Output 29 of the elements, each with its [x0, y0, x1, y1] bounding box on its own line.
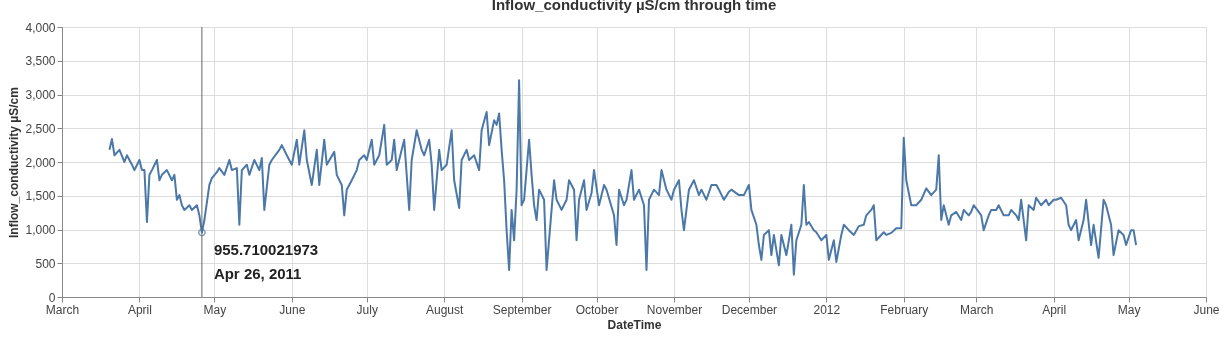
x-tick-label: November — [646, 302, 703, 317]
y-tick-label: 4,000 — [25, 20, 56, 35]
x-tick-label: May — [1117, 302, 1141, 317]
y-tick-label: 0 — [48, 290, 56, 305]
y-tick-label: 3,500 — [25, 54, 56, 69]
y-tick-label: 500 — [35, 256, 56, 271]
x-tick-label: July — [356, 302, 378, 317]
x-axis-title: DateTime — [607, 317, 662, 332]
y-tick-label: 2,000 — [25, 155, 56, 170]
x-tick-label: September — [492, 302, 552, 317]
x-tick-label: April — [127, 302, 152, 317]
y-tick-label: 3,000 — [25, 88, 56, 102]
x-tick-label: March — [960, 302, 994, 317]
y-tick-label: 2,500 — [25, 121, 56, 136]
y-tick-label: 1,000 — [25, 223, 56, 237]
x-tick-label: February — [880, 302, 929, 317]
x-tick-label: August — [425, 302, 465, 317]
y-tick-label: 1,500 — [25, 189, 56, 204]
y-axis-title: Inflow_conductivity µS/cm — [7, 87, 22, 238]
annotation: 955.710021973 — [213, 241, 319, 259]
x-tick-label: 2012 — [813, 302, 841, 317]
x-tick-label: October — [575, 302, 619, 317]
x-tick-label: March — [45, 302, 80, 317]
annotation: Apr 26, 2011 — [213, 265, 302, 283]
x-tick-label: June — [1193, 302, 1220, 317]
x-tick-label: April — [1042, 302, 1067, 317]
x-tick-label: December — [721, 302, 778, 317]
x-tick-label: June — [279, 302, 306, 317]
x-tick-label: May — [203, 302, 227, 317]
